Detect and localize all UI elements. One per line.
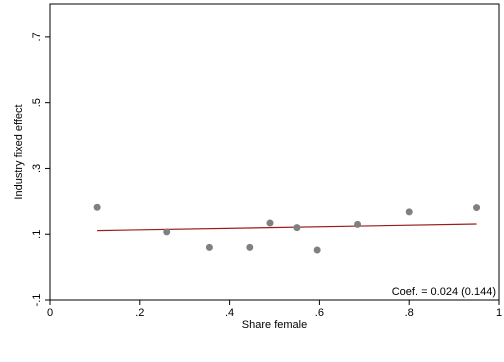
data-point <box>473 204 481 212</box>
data-point <box>405 208 413 216</box>
y-tick-label: .5 <box>31 98 43 107</box>
data-point <box>246 243 254 251</box>
x-axis-ticks: 0 .2 .4 .6 .8 1 <box>47 300 502 319</box>
data-point <box>354 220 362 228</box>
x-tick-label: .4 <box>225 307 234 319</box>
y-axis-ticks: -.1 .1 .3 .5 .7 <box>31 32 50 306</box>
x-tick-label: .6 <box>315 307 324 319</box>
plot-frame <box>49 3 500 301</box>
data-point <box>313 246 321 254</box>
x-axis-label: Share female <box>242 319 307 331</box>
data-point <box>93 203 101 211</box>
fit-line <box>97 223 477 232</box>
x-tick-label: .2 <box>135 307 144 319</box>
x-tick-label: .8 <box>405 307 414 319</box>
y-tick-label: -.1 <box>31 294 43 307</box>
data-point <box>266 219 274 227</box>
y-tick-label: .1 <box>31 230 43 239</box>
x-tick-label: 1 <box>496 307 502 319</box>
data-points <box>93 203 481 254</box>
data-point <box>163 228 171 236</box>
y-tick-label: .3 <box>31 164 43 173</box>
coef-annotation: Coef. = 0.024 (0.144) <box>392 286 496 298</box>
y-axis-label: Industry fixed effect <box>13 104 25 199</box>
y-tick-label: .7 <box>31 32 43 41</box>
x-tick-label: 0 <box>47 307 53 319</box>
data-point <box>205 243 213 251</box>
data-point <box>293 224 301 232</box>
